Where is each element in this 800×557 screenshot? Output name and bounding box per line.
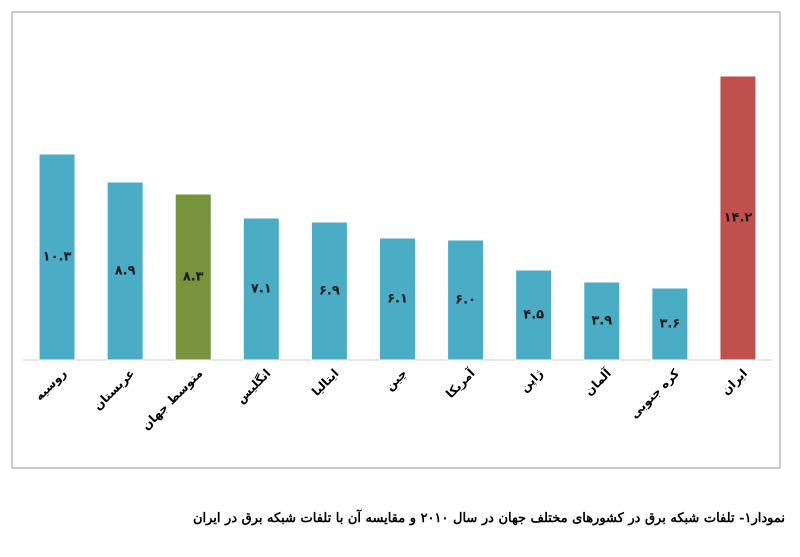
bar	[379, 237, 416, 361]
bar	[651, 287, 689, 361]
bar	[38, 153, 76, 361]
bar	[174, 193, 212, 361]
value-label: ۶.۹	[319, 284, 340, 299]
bar	[310, 221, 348, 361]
value-label: ۸.۹	[115, 264, 136, 279]
value-label: ۱۰.۳	[43, 250, 72, 265]
bar	[242, 217, 280, 361]
bar	[106, 181, 144, 361]
bar	[447, 239, 485, 361]
bar	[515, 269, 553, 361]
value-label: ۳.۶	[659, 317, 680, 332]
value-label: ۶.۰	[455, 293, 476, 308]
value-label: ۳.۹	[591, 314, 612, 329]
value-label: ۷.۱	[251, 282, 272, 297]
value-label: ۶.۱	[387, 292, 408, 307]
value-label: ۴.۵	[523, 308, 544, 323]
value-label: ۱۴.۲	[724, 211, 753, 226]
bar	[583, 281, 621, 361]
bar	[719, 75, 757, 361]
caption: نمودار۱- تلفات شبکه برق در کشورهای مختلف…	[193, 509, 785, 526]
value-label: ۸.۳	[183, 270, 204, 285]
